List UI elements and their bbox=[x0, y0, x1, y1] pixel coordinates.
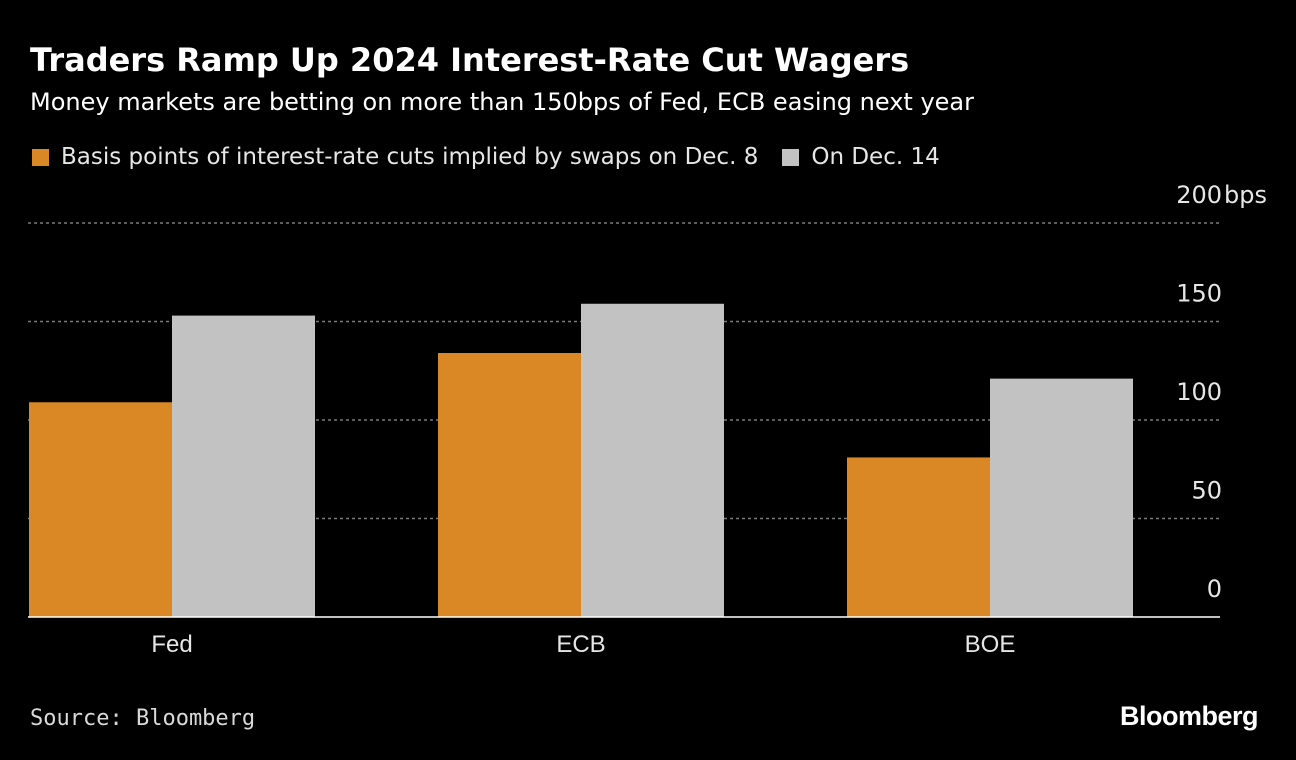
source-note: Source: Bloomberg bbox=[30, 706, 256, 731]
bar-boe-series-1 bbox=[990, 378, 1133, 617]
bar-fed-series-0 bbox=[29, 402, 172, 617]
legend-swatch-dec14 bbox=[782, 148, 800, 166]
y-tick-label: 200 bbox=[1176, 181, 1222, 209]
y-tick-label: 50 bbox=[1191, 477, 1222, 505]
y-tick-label: 150 bbox=[1176, 280, 1222, 308]
legend-label-dec14: On Dec. 14 bbox=[811, 144, 940, 170]
legend-label-dec8: Basis points of interest-rate cuts impli… bbox=[61, 144, 759, 170]
chart-legend: Basis points of interest-rate cuts impli… bbox=[32, 142, 964, 172]
legend-item-dec14: On Dec. 14 bbox=[782, 142, 940, 172]
y-tick-label: 0 bbox=[1207, 575, 1222, 603]
y-tick-label: 100 bbox=[1176, 378, 1222, 406]
bar-chart: 0 50 100 150 200 bps Fed ECB BOE bbox=[28, 181, 1267, 658]
chart-title: Traders Ramp Up 2024 Interest-Rate Cut W… bbox=[30, 41, 910, 79]
legend-swatch-dec8 bbox=[32, 148, 49, 166]
x-tick-label: ECB bbox=[556, 631, 605, 658]
y-unit-label: bps bbox=[1224, 181, 1267, 209]
chart-subtitle: Money markets are betting on more than 1… bbox=[30, 88, 974, 116]
bar-ecb-series-0 bbox=[438, 353, 581, 617]
legend-item-dec8: Basis points of interest-rate cuts impli… bbox=[32, 142, 758, 172]
bar-ecb-series-1 bbox=[581, 303, 724, 617]
x-tick-label: BOE bbox=[965, 631, 1016, 658]
bar-boe-series-0 bbox=[847, 457, 990, 617]
x-tick-label: Fed bbox=[151, 631, 192, 658]
bloomberg-logo: Bloomberg bbox=[1119, 701, 1259, 731]
bar-fed-series-1 bbox=[172, 315, 315, 617]
